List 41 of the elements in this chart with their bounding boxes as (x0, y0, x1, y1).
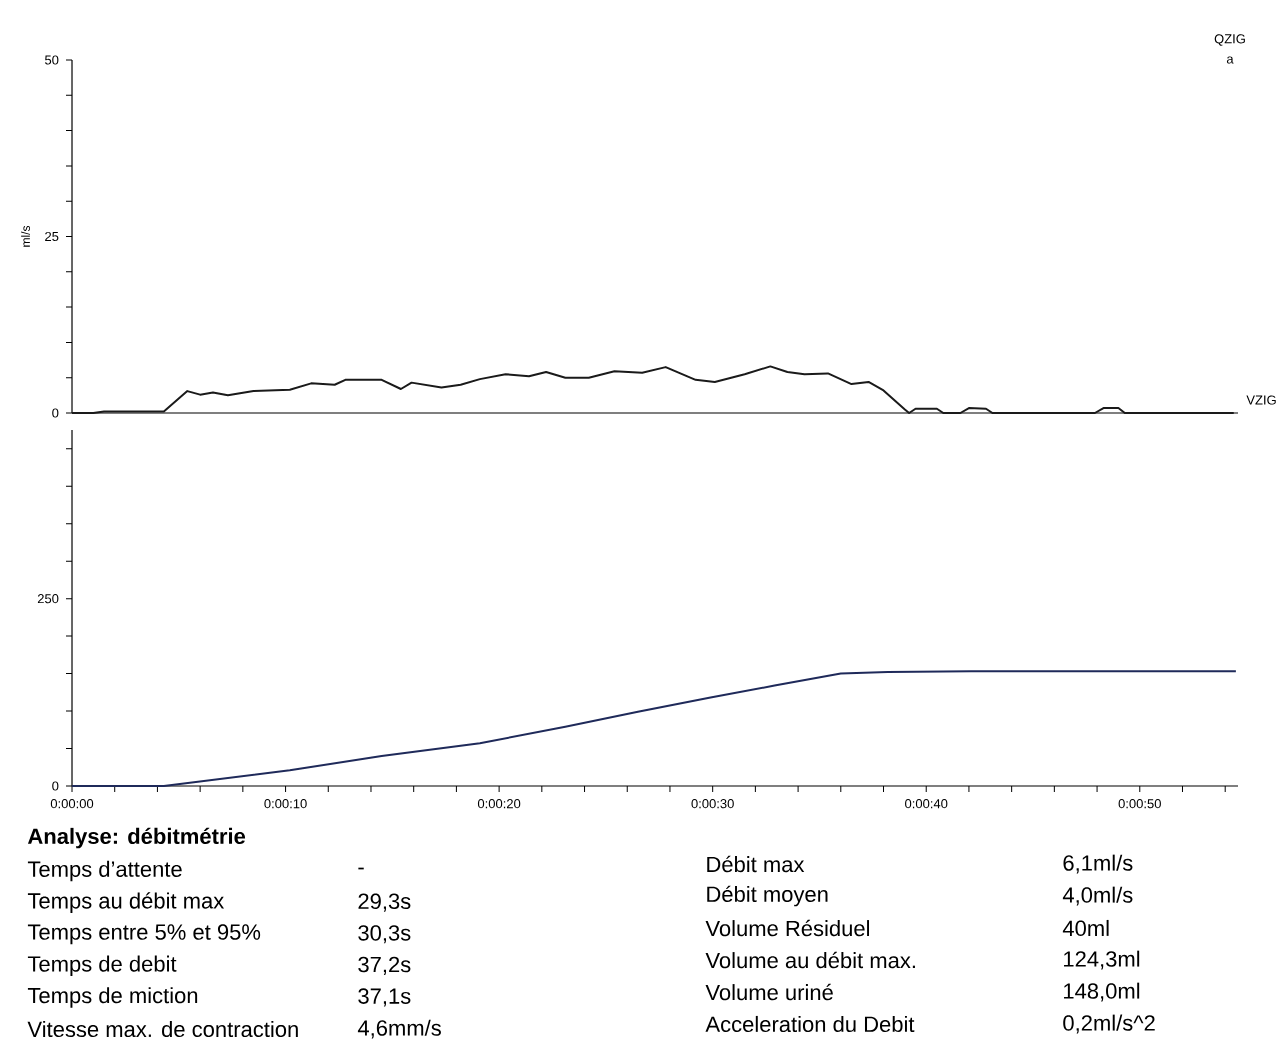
text: Débit max (707, 855, 805, 873)
text: Vitesse max. de contraction (27, 1020, 298, 1038)
line-series (71, 365, 1235, 414)
text: Temps de debit (27, 955, 177, 977)
text: Débit moyen (707, 885, 828, 907)
text: Volume Résiduel (705, 919, 870, 937)
text: Volume au débit max. (705, 951, 915, 969)
x-tick-label: 0:00:30 (691, 799, 734, 809)
text: Temps d’attente (27, 860, 182, 882)
x-tick-label: 0:00:50 (1118, 799, 1161, 809)
text: Temps de miction (27, 987, 198, 1008)
text: QZIG (1214, 34, 1245, 46)
text: 40ml (1062, 919, 1109, 937)
text: 124,3ml (1064, 950, 1140, 970)
text: - (358, 867, 364, 870)
y-tick-label: 0 (52, 408, 59, 418)
y-tick-label: 250 (37, 594, 59, 604)
text: Analyse: débitmétrie (27, 827, 246, 849)
y-tick-label: 25 (45, 231, 59, 242)
y-tick-label: 0 (52, 781, 59, 791)
text: Acceleration du Debit (705, 1015, 915, 1033)
x-tick-label: 0:00:40 (905, 799, 948, 809)
text: Temps au débit max (27, 892, 225, 913)
text: 148,0ml (1064, 982, 1140, 1002)
text: 30,3s (358, 925, 411, 944)
x-tick-label: 0:00:00 (50, 799, 94, 809)
text: 37,2s (358, 956, 411, 975)
annotation: a (1226, 56, 1234, 64)
text: Volume uriné (705, 983, 833, 1001)
text: 6,1ml/s (1063, 854, 1133, 874)
text: 4,6mm/s (357, 1019, 441, 1039)
y-axis-title: ml/s (21, 225, 30, 247)
text: Temps entre 5% et 95% (27, 924, 261, 945)
y-tick-label: 50 (45, 55, 59, 65)
text: 0,2ml/s^2 (1063, 1014, 1155, 1034)
text: 37,1s (358, 988, 411, 1007)
text: 29,3s (358, 893, 411, 912)
text: 4,0ml/s (1062, 886, 1133, 906)
x-tick-label: 0:00:20 (477, 799, 521, 809)
x-tick-label: 0:00:10 (264, 799, 307, 809)
text: VZIG (1246, 395, 1276, 405)
